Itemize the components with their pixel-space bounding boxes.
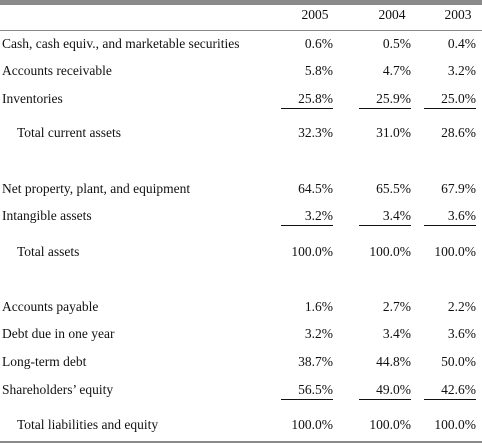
- row-label: Accounts payable: [2, 299, 99, 314]
- value-cell: 5.8%: [304, 63, 333, 78]
- value-cell: 0.6%: [304, 36, 333, 51]
- value-cell: 38.7%: [298, 354, 333, 369]
- value-cell: 49.0%: [359, 381, 411, 400]
- value-cell: 3.2%: [447, 63, 476, 78]
- top-rule: [0, 0, 482, 5]
- row-label: Long-term debt: [2, 354, 87, 369]
- row-label: Accounts receivable: [2, 63, 112, 78]
- value-cell: 56.5%: [281, 381, 333, 400]
- column-header: 2003: [444, 7, 472, 22]
- value-cell: 100.0%: [369, 417, 411, 432]
- value-cell: 0.5%: [382, 36, 411, 51]
- header-rule: [0, 30, 482, 31]
- value-cell: 1.6%: [304, 299, 333, 314]
- value-cell: 3.2%: [304, 326, 333, 341]
- value-cell: 4.7%: [382, 63, 411, 78]
- value-cell: 3.6%: [424, 207, 476, 226]
- value-cell: 3.4%: [382, 326, 411, 341]
- value-cell: 32.3%: [298, 125, 333, 140]
- value-cell: 2.2%: [447, 299, 476, 314]
- value-cell: 25.9%: [359, 90, 411, 109]
- row-label: Net property, plant, and equipment: [2, 181, 191, 196]
- value-cell: 25.0%: [424, 90, 476, 109]
- value-cell: 65.5%: [376, 181, 411, 196]
- value-cell: 64.5%: [298, 181, 333, 196]
- value-cell: 25.8%: [281, 90, 333, 109]
- value-cell: 50.0%: [441, 354, 476, 369]
- value-cell: 3.4%: [359, 207, 411, 226]
- value-cell: 3.2%: [281, 207, 333, 226]
- row-label: Intangible assets: [2, 208, 92, 223]
- bottom-rule: [0, 441, 482, 443]
- value-cell: 31.0%: [376, 125, 411, 140]
- value-cell: 100.0%: [434, 417, 476, 432]
- value-cell: 28.6%: [441, 125, 476, 140]
- total-label: Total current assets: [17, 125, 122, 140]
- value-cell: 3.6%: [447, 326, 476, 341]
- value-cell: 44.8%: [376, 354, 411, 369]
- value-cell: 100.0%: [291, 417, 333, 432]
- value-cell: 100.0%: [369, 244, 411, 259]
- value-cell: 100.0%: [291, 244, 333, 259]
- total-label: Total assets: [17, 244, 80, 259]
- row-label: Debt due in one year: [2, 326, 115, 341]
- column-header: 2005: [301, 7, 329, 22]
- value-cell: 67.9%: [441, 181, 476, 196]
- row-label: Cash, cash equiv., and marketable securi…: [2, 36, 240, 51]
- value-cell: 100.0%: [434, 244, 476, 259]
- value-cell: 0.4%: [447, 36, 476, 51]
- value-cell: 42.6%: [424, 381, 476, 400]
- column-header: 2004: [378, 7, 406, 22]
- row-label: Shareholders’ equity: [2, 382, 114, 397]
- row-label: Inventories: [2, 91, 63, 106]
- value-cell: 2.7%: [382, 299, 411, 314]
- total-label: Total liabilities and equity: [17, 417, 159, 432]
